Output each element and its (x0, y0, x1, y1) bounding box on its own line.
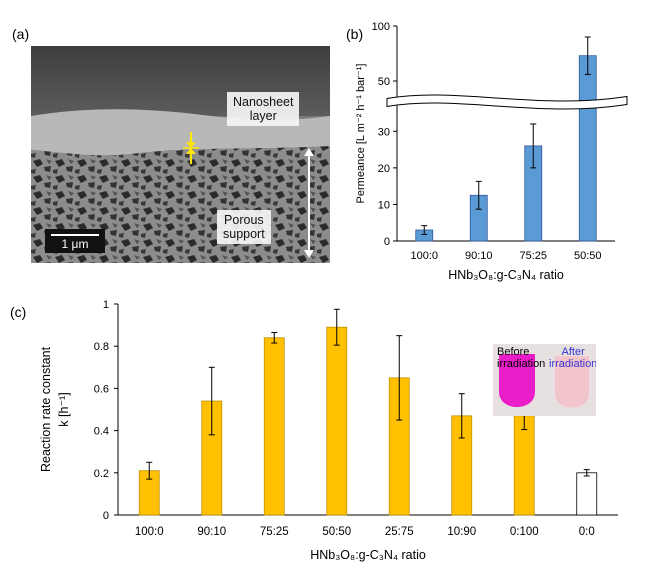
x-tick-label: 75:25 (260, 526, 289, 538)
porous-support-label: Porous support (217, 210, 271, 244)
y-axis-label-group: Reaction rate constant k [h⁻¹] (39, 346, 71, 472)
x-tick-label: 100:0 (135, 526, 164, 538)
y-tick-label: 0.6 (94, 383, 109, 395)
before-vial (499, 354, 535, 407)
y-tick-label: 50 (378, 76, 390, 88)
y-tick-label: 1 (103, 299, 109, 311)
after-vial (555, 356, 589, 408)
bar (578, 55, 597, 242)
bar (326, 326, 348, 516)
panel-c-letter: (c) (10, 304, 27, 320)
y-tick-label: 0.8 (94, 341, 109, 353)
y-tick-label: 100 (372, 21, 390, 33)
bar (263, 337, 285, 516)
x-tick-label: 10:90 (447, 526, 476, 538)
x-tick-label: 50:50 (574, 250, 602, 262)
scale-bar: 1 μm (45, 229, 105, 253)
after-irradiation-label: After irradiation (549, 346, 596, 370)
panel-b-letter: (b) (346, 26, 364, 42)
panel-a-letter: (a) (12, 26, 30, 42)
irradiation-inset-photo: Before irradiation After irradiation (493, 344, 596, 416)
x-tick-label: 100:0 (410, 250, 438, 262)
y-axis-label-line2: k [h⁻¹] (57, 392, 71, 426)
x-tick-label: 75:25 (519, 250, 547, 262)
x-tick-label: 90:10 (465, 250, 493, 262)
y-axis-label: Permeance [L m⁻² h⁻¹ bar⁻¹] (355, 64, 367, 204)
y-axis-label-line1: Reaction rate constant (39, 346, 53, 472)
y-tick-label: 0 (384, 236, 390, 248)
y-tick-label: 0.2 (94, 468, 109, 480)
y-tick-label: 10 (378, 199, 390, 211)
nanosheet-layer-label: Nanosheet layer (227, 92, 300, 126)
y-tick-label: 20 (378, 163, 390, 175)
bar (576, 472, 598, 516)
permeance-chart: 0 10 20 30 50 100 100:0 90:10 75:25 50:50 Permeanc… (355, 21, 628, 282)
bar (513, 415, 535, 516)
reaction-rate-chart: 0 0.2 0.4 0.6 0.8 1 100:0 90:10 75:25 50:50 25:75 1… (39, 299, 618, 562)
x-tick-label: 0:100 (510, 526, 539, 538)
before-irradiation-label: Before irradiation (497, 346, 546, 370)
x-axis-label: HNb₃O₈:g-C₃N₄ ratio (448, 268, 564, 282)
axis-break-mark (386, 94, 628, 110)
y-tick-label: 30 (378, 126, 390, 138)
x-tick-label: 90:10 (197, 526, 226, 538)
y-tick-label: 0 (103, 510, 109, 522)
x-axis-label: HNb₃O₈:g-C₃N₄ ratio (310, 548, 426, 562)
sem-cross-section-image: Nanosheet layer Porous support 1 μm (31, 46, 330, 263)
y-tick-label: 0.4 (94, 426, 109, 438)
x-tick-label: 50:50 (322, 526, 351, 538)
x-tick-label: 0:0 (579, 526, 595, 538)
x-tick-label: 25:75 (385, 526, 414, 538)
